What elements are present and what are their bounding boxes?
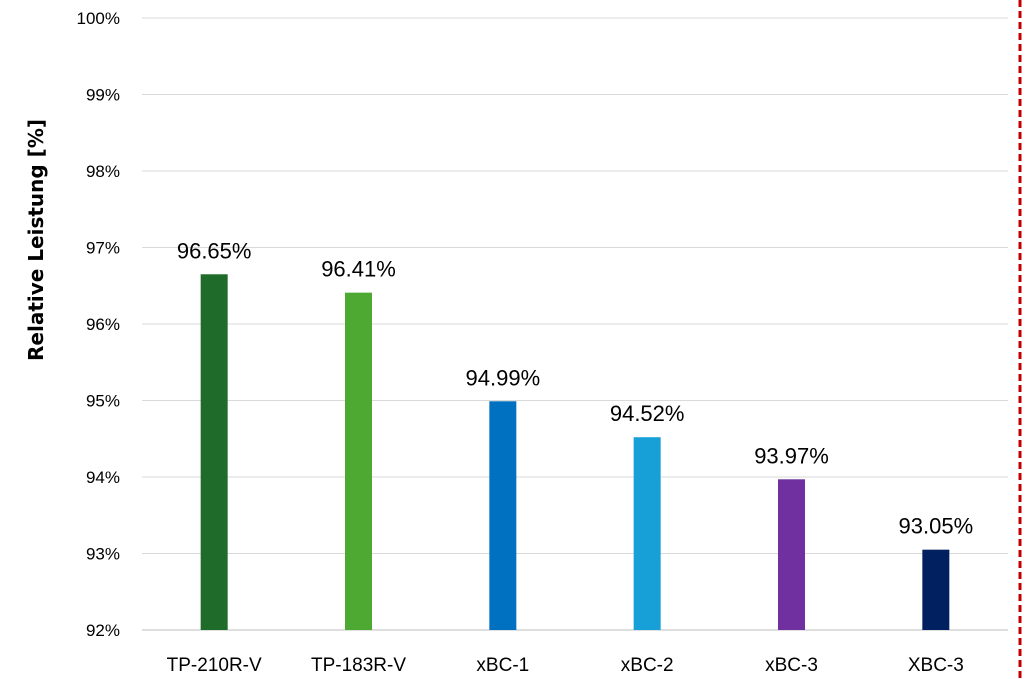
bar	[200, 274, 228, 630]
y-axis-ticks: 92% 93% 94% 95% 96% 97% 98% 99% 100%	[77, 9, 120, 640]
x-category-label: TP-183R-V	[311, 655, 406, 676]
y-tick-label: 99%	[86, 86, 120, 105]
x-category-label: xBC-2	[621, 655, 674, 676]
bar	[345, 292, 372, 630]
x-category-label: XBC-3	[908, 655, 964, 676]
y-tick-label: 96%	[86, 315, 120, 334]
y-tick-label: 93%	[86, 545, 120, 564]
y-tick-label: 100%	[77, 9, 120, 28]
y-tick-label: 94%	[86, 468, 120, 487]
data-label: 94.99%	[466, 365, 541, 390]
bar	[922, 549, 950, 630]
bars	[200, 274, 950, 630]
data-label: 94.52%	[610, 401, 685, 426]
bar	[489, 401, 517, 630]
data-label: 93.97%	[754, 443, 829, 468]
y-tick-label: 97%	[86, 239, 120, 258]
x-category-label: xBC-3	[765, 655, 818, 676]
gridlines	[142, 17, 1008, 631]
x-category-label: xBC-1	[476, 655, 529, 676]
x-axis-categories: TP-210R-V TP-183R-V xBC-1 xBC-2 xBC-3 XBC-3	[167, 655, 964, 676]
data-label: 93.05%	[899, 514, 974, 539]
data-label: 96.41%	[321, 257, 396, 282]
y-tick-label: 92%	[86, 621, 120, 640]
bar	[633, 437, 661, 630]
bar	[778, 479, 805, 630]
y-tick-label: 98%	[86, 162, 120, 181]
y-axis-title: Relative Leistung [%]	[24, 119, 48, 361]
x-category-label: TP-210R-V	[167, 655, 262, 676]
data-label: 96.65%	[177, 238, 252, 263]
data-labels: 96.65% 96.41% 94.99% 94.52% 93.97% 93.05%	[177, 238, 973, 538]
y-tick-label: 95%	[86, 392, 120, 411]
